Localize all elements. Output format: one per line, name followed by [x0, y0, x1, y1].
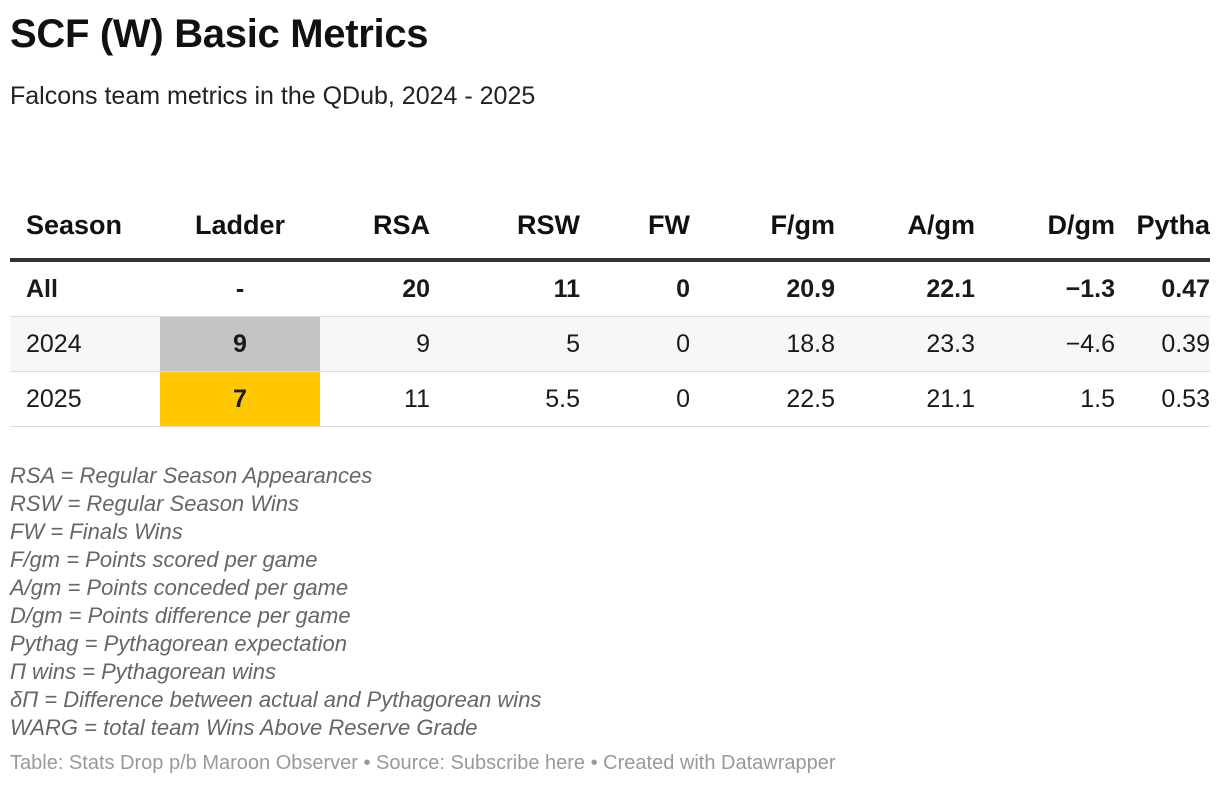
column-header-ladder[interactable]: Ladder [160, 192, 320, 262]
cell-season: 2024 [10, 316, 160, 372]
footnote: δΠ = Difference between actual and Pytha… [10, 687, 542, 712]
table-row-all: All - 20 11 0 20.9 22.1 −1.3 0.47 [10, 260, 1210, 317]
footnote: A/gm = Points conceded per game [10, 575, 349, 600]
metrics-table-wrapper: Season Ladder RSA RSW FW F/gm A/gm D/gm … [10, 192, 1210, 427]
cell-fw: 0 [580, 371, 690, 427]
cell-d-gm: 1.5 [975, 371, 1115, 427]
table-row-2025: 2025 7 11 5.5 0 22.5 21.1 1.5 0.53 [10, 371, 1210, 427]
column-header-f-gm[interactable]: F/gm [690, 192, 835, 262]
footnote: WARG = total team Wins Above Reserve Gra… [10, 715, 478, 740]
column-header-a-gm[interactable]: A/gm [835, 192, 975, 262]
cell-d-gm: −4.6 [975, 316, 1115, 372]
footnotes: RSA = Regular Season Appearances RSW = R… [10, 462, 541, 742]
cell-rsw: 5 [430, 316, 580, 372]
footnote: Π wins = Pythagorean wins [10, 659, 277, 684]
cell-rsw: 5.5 [430, 371, 580, 427]
cell-a-gm: 21.1 [835, 371, 975, 427]
column-header-pytha[interactable]: Pytha [1115, 192, 1210, 262]
cell-ladder-highlight: 9 [160, 316, 320, 372]
cell-f-gm: 20.9 [690, 260, 835, 317]
source-credit: Table: Stats Drop p/b Maroon Observer • … [10, 752, 836, 774]
footnote: RSW = Regular Season Wins [10, 491, 299, 516]
cell-pytha: 0.53 [1115, 371, 1210, 427]
cell-season: All [10, 260, 160, 317]
column-header-rsw[interactable]: RSW [430, 192, 580, 262]
cell-f-gm: 22.5 [690, 371, 835, 427]
cell-rsa: 20 [320, 260, 430, 317]
cell-fw: 0 [580, 316, 690, 372]
cell-pytha: 0.47 [1115, 260, 1210, 317]
table-row-2024: 2024 9 9 5 0 18.8 23.3 −4.6 0.39 [10, 316, 1210, 372]
cell-d-gm: −1.3 [975, 260, 1115, 317]
footnote: D/gm = Points difference per game [10, 603, 351, 628]
chart-title: SCF (W) Basic Metrics [10, 12, 429, 56]
cell-rsa: 11 [320, 371, 430, 427]
cell-season: 2025 [10, 371, 160, 427]
cell-a-gm: 22.1 [835, 260, 975, 317]
table-header-row: Season Ladder RSA RSW FW F/gm A/gm D/gm … [10, 192, 1210, 262]
footnote: Pythag = Pythagorean expectation [10, 631, 347, 656]
metrics-table: Season Ladder RSA RSW FW F/gm A/gm D/gm … [10, 192, 1210, 427]
cell-pytha: 0.39 [1115, 316, 1210, 372]
cell-a-gm: 23.3 [835, 316, 975, 372]
footnote: RSA = Regular Season Appearances [10, 463, 373, 488]
cell-fw: 0 [580, 260, 690, 317]
cell-rsw: 11 [430, 260, 580, 317]
footnote: F/gm = Points scored per game [10, 547, 318, 572]
column-header-season[interactable]: Season [10, 192, 160, 262]
column-header-d-gm[interactable]: D/gm [975, 192, 1115, 262]
column-header-fw[interactable]: FW [580, 192, 690, 262]
cell-f-gm: 18.8 [690, 316, 835, 372]
footnote: FW = Finals Wins [10, 519, 183, 544]
cell-ladder-highlight: 7 [160, 371, 320, 427]
cell-ladder: - [160, 260, 320, 317]
chart-subtitle: Falcons team metrics in the QDub, 2024 -… [10, 82, 536, 110]
column-header-rsa[interactable]: RSA [320, 192, 430, 262]
cell-rsa: 9 [320, 316, 430, 372]
